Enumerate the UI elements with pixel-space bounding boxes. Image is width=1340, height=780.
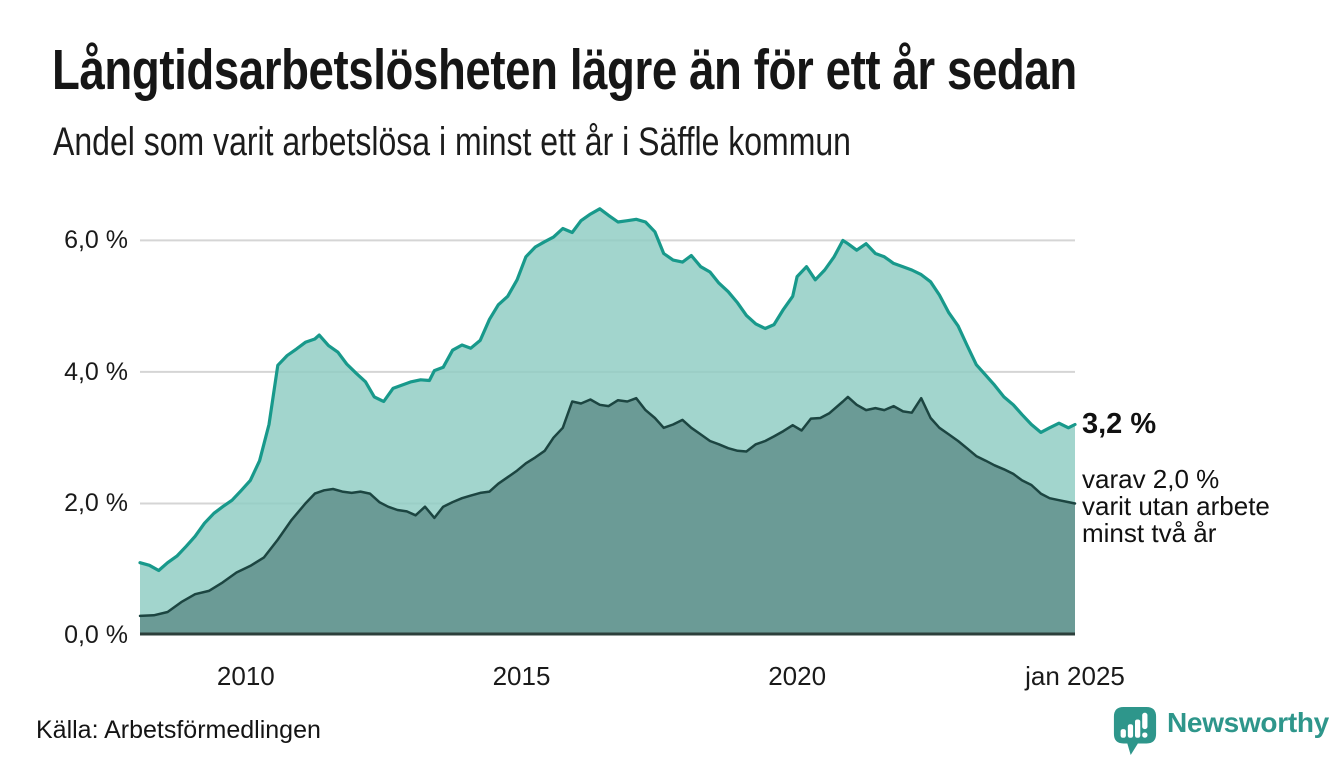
end-value-subline: varit utan arbete bbox=[1082, 491, 1270, 521]
x-axis-tick-label: 2010 bbox=[216, 661, 275, 691]
end-value-subline: minst två år bbox=[1082, 518, 1217, 548]
y-axis-tick-label: 0,0 % bbox=[64, 621, 128, 649]
end-value-subline: varav 2,0 % bbox=[1082, 464, 1220, 494]
y-axis-tick-label: 6,0 % bbox=[64, 226, 128, 255]
area-min-two-years bbox=[140, 396, 1075, 635]
y-axis-tick-label: 4,0 % bbox=[64, 357, 128, 386]
page-subtitle: Andel som varit arbetslösa i minst ett å… bbox=[53, 120, 851, 164]
newsworthy-logo: Newsworthy bbox=[1112, 703, 1329, 759]
x-axis-tick-label: jan 2025 bbox=[1025, 661, 1125, 691]
y-axis-tick-label: 2,0 % bbox=[64, 489, 128, 518]
line-min-one-year bbox=[138, 207, 1077, 573]
area-chart bbox=[138, 207, 1077, 636]
source-caption: Källa: Arbetsförmedlingen bbox=[36, 716, 321, 744]
newsworthy-icon bbox=[1113, 707, 1157, 755]
line-min-two-years bbox=[138, 395, 1077, 618]
x-axis-tick-label: 2015 bbox=[492, 661, 551, 691]
end-value-label: 3,2 % bbox=[1082, 408, 1157, 440]
page-title: Långtidsarbetslösheten lägre än för ett … bbox=[52, 38, 1077, 102]
end-value-sublabel: varav 2,0 % varit utan arbete minst två … bbox=[1082, 466, 1270, 547]
newsworthy-wordmark: Newsworthy bbox=[1167, 707, 1329, 738]
x-axis-tick-label: 2020 bbox=[768, 661, 827, 691]
